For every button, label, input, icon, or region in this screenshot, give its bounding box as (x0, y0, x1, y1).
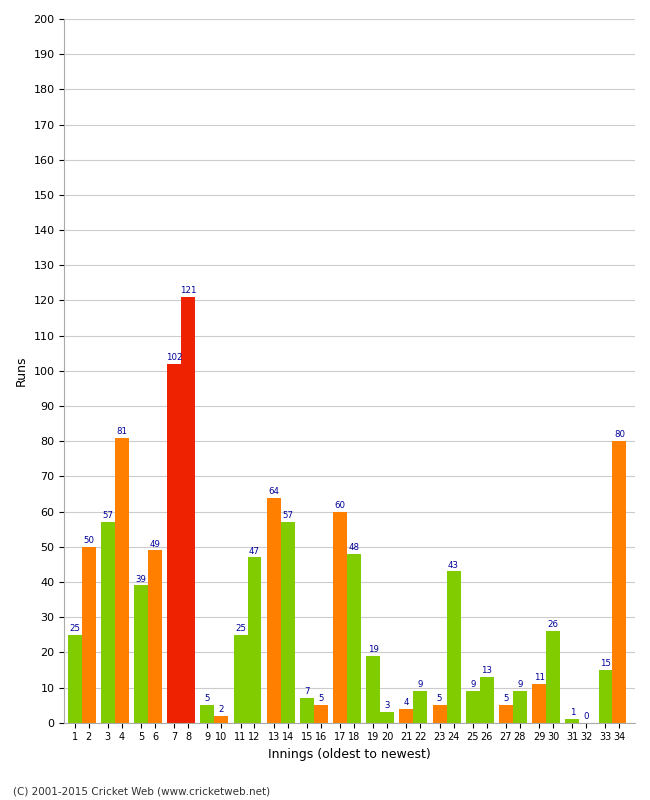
Bar (134, 586, 148, 722)
Bar (413, 691, 427, 722)
Bar (333, 512, 347, 722)
Text: 9: 9 (470, 680, 475, 690)
Text: 0: 0 (584, 712, 589, 721)
Text: 57: 57 (282, 511, 293, 521)
Text: 25: 25 (235, 624, 246, 633)
Bar (214, 716, 228, 722)
Bar (266, 498, 281, 722)
Text: 47: 47 (249, 546, 260, 555)
Text: 57: 57 (102, 511, 113, 521)
Bar (367, 656, 380, 722)
Text: 5: 5 (318, 694, 324, 703)
Text: 48: 48 (348, 543, 359, 552)
Bar (447, 571, 460, 722)
Bar (400, 709, 413, 722)
Text: 15: 15 (600, 659, 611, 668)
Text: 80: 80 (614, 430, 625, 439)
Bar (347, 554, 361, 722)
Text: 11: 11 (534, 674, 545, 682)
Text: 19: 19 (368, 645, 379, 654)
Text: 9: 9 (418, 680, 423, 690)
Text: 26: 26 (547, 621, 558, 630)
Bar (281, 522, 294, 722)
Text: 50: 50 (83, 536, 94, 545)
Text: 43: 43 (448, 561, 459, 570)
X-axis label: Innings (oldest to newest): Innings (oldest to newest) (268, 748, 431, 761)
Y-axis label: Runs: Runs (15, 356, 28, 386)
Text: 2: 2 (218, 705, 224, 714)
Bar (532, 684, 546, 722)
Text: 121: 121 (180, 286, 196, 295)
Bar (233, 634, 248, 722)
Text: 5: 5 (205, 694, 210, 703)
Bar (300, 698, 314, 722)
Text: 13: 13 (481, 666, 492, 675)
Bar (612, 442, 627, 722)
Bar (513, 691, 527, 722)
Bar (101, 522, 115, 722)
Bar (380, 712, 394, 722)
Text: 4: 4 (404, 698, 410, 707)
Bar (82, 546, 96, 722)
Text: (C) 2001-2015 Cricket Web (www.cricketweb.net): (C) 2001-2015 Cricket Web (www.cricketwe… (13, 786, 270, 796)
Bar (68, 634, 82, 722)
Bar (546, 631, 560, 722)
Text: 1: 1 (569, 709, 575, 718)
Text: 5: 5 (503, 694, 509, 703)
Text: 25: 25 (69, 624, 80, 633)
Bar (566, 719, 579, 722)
Text: 102: 102 (166, 353, 183, 362)
Text: 49: 49 (150, 539, 161, 549)
Bar (200, 705, 214, 722)
Text: 81: 81 (116, 427, 127, 436)
Text: 64: 64 (268, 486, 280, 496)
Bar (167, 364, 181, 722)
Text: 3: 3 (384, 702, 390, 710)
Text: 5: 5 (437, 694, 443, 703)
Text: 7: 7 (304, 687, 309, 696)
Bar (480, 677, 494, 722)
Text: 9: 9 (517, 680, 523, 690)
Bar (599, 670, 612, 722)
Bar (181, 297, 195, 722)
Text: 39: 39 (136, 574, 146, 584)
Text: 60: 60 (335, 501, 346, 510)
Bar (115, 438, 129, 722)
Bar (433, 705, 447, 722)
Bar (148, 550, 162, 722)
Bar (499, 705, 513, 722)
Bar (248, 558, 261, 722)
Bar (466, 691, 480, 722)
Bar (314, 705, 328, 722)
